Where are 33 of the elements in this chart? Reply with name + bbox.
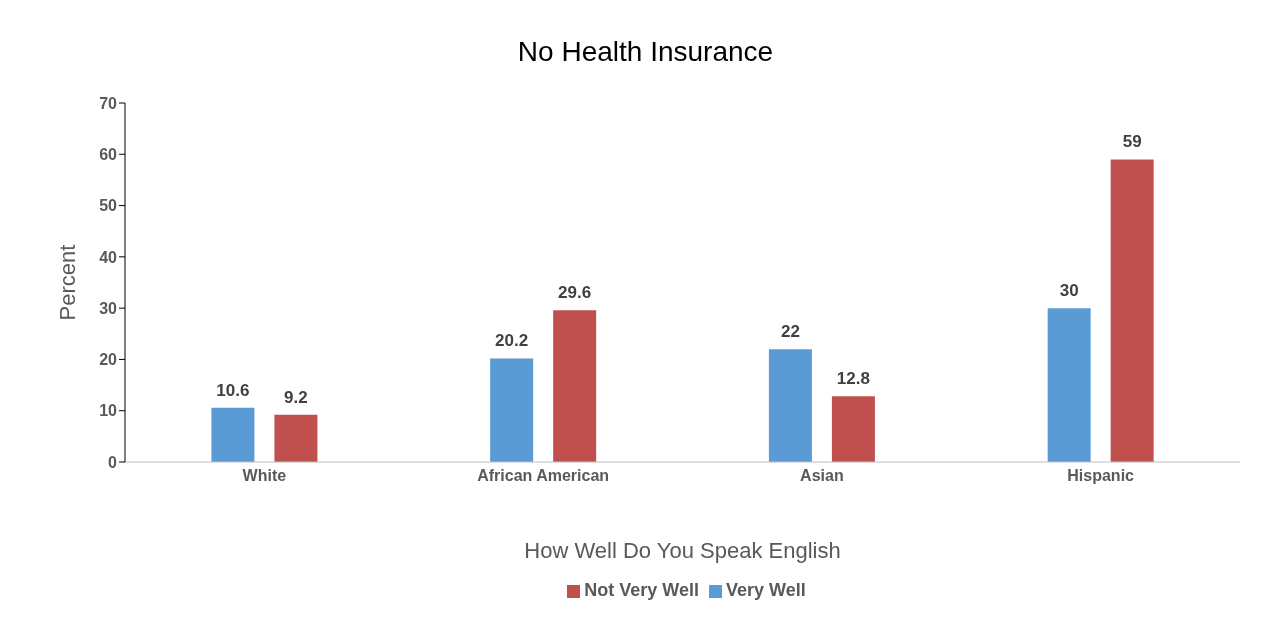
data-label: 30 [1059,281,1079,301]
y-tick-label: 40 [99,248,118,266]
y-tick-label: 20 [99,351,118,369]
y-axis-title: Percent [54,244,80,321]
bar [831,396,875,462]
bar [1110,159,1154,462]
y-tick-label: 30 [99,299,118,317]
bar [211,407,255,462]
data-label: 29.6 [558,283,592,303]
x-tick-label: African American [477,467,610,485]
x-tick-label: Asian [800,467,844,485]
chart-title: No Health Insurance [516,36,775,68]
y-tick-label: 0 [108,453,118,471]
data-label: 12.8 [836,369,870,389]
bar [490,358,534,462]
y-tick-label: 50 [99,197,118,215]
bar [553,310,597,462]
bar [768,349,812,462]
data-label: 9.2 [284,387,308,407]
legend-label: Very Well [726,580,806,600]
x-axis-title: How Well Do You Speak English [524,538,841,563]
x-tick-label: Hispanic [1067,467,1135,485]
legend-label: Not Very Well [584,580,699,600]
x-tick-label: White [242,467,287,485]
bar [1047,308,1091,462]
y-tick-label: 10 [99,402,118,420]
y-tick-label: 60 [99,145,118,163]
data-label: 59 [1122,132,1142,152]
bar [274,414,318,462]
data-label: 22 [780,322,800,342]
data-label: 10.6 [216,380,250,400]
data-label: 20.2 [495,331,529,351]
y-tick-label: 70 [99,94,118,112]
